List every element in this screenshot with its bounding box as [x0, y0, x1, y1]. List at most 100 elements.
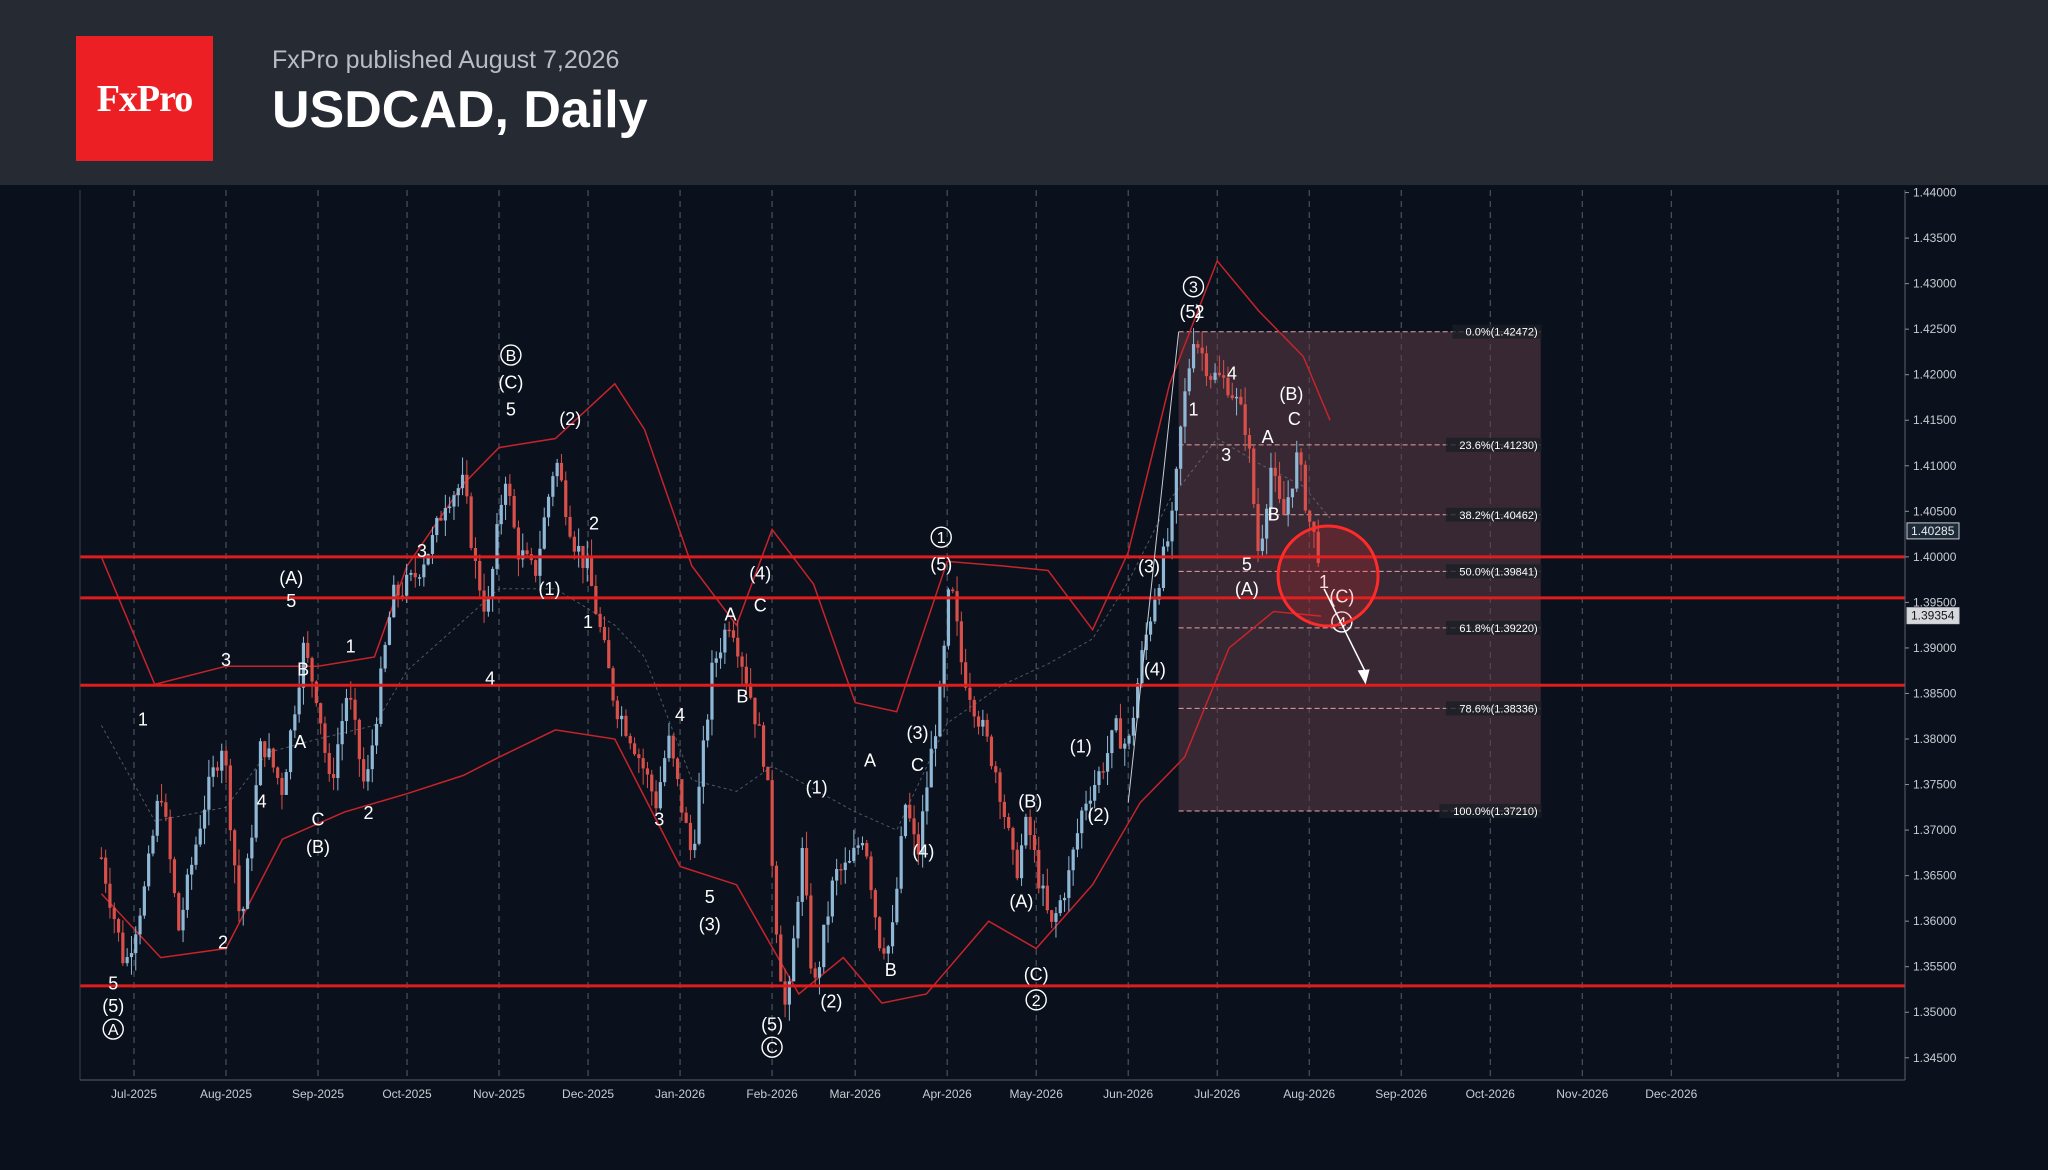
- wave-label: C: [766, 1040, 778, 1057]
- candle-body: [585, 556, 589, 569]
- candle-body: [946, 589, 951, 646]
- y-tick-label: 1.43500: [1913, 231, 1957, 245]
- wave-label: C: [911, 755, 924, 775]
- y-tick-label: 1.36000: [1913, 914, 1957, 928]
- candle-body: [899, 836, 903, 889]
- candle-body: [667, 735, 671, 759]
- candle-body: [1252, 448, 1256, 504]
- candle-body: [1170, 510, 1174, 542]
- wave-label: C: [754, 596, 767, 616]
- x-tick-label: Jun-2026: [1103, 1087, 1153, 1101]
- wave-label: 3: [654, 810, 664, 830]
- candle-body: [534, 560, 538, 576]
- candle-body: [439, 518, 443, 521]
- candle-body: [852, 847, 856, 861]
- x-tick-label: Apr-2026: [922, 1087, 972, 1101]
- fib-label-bg: [1445, 701, 1542, 716]
- y-tick-label: 1.41500: [1913, 413, 1957, 427]
- candle-body: [280, 777, 284, 795]
- candle-body: [1123, 743, 1127, 749]
- wave-label: 1: [937, 530, 946, 547]
- fib-label-bg: [1452, 324, 1542, 339]
- candle-body: [1067, 870, 1071, 898]
- candle-body: [637, 754, 641, 759]
- candle-body: [804, 848, 809, 896]
- candle-body: [1140, 650, 1144, 684]
- candle-body: [1286, 497, 1290, 515]
- candle-body: [1131, 717, 1135, 736]
- candle-body: [886, 946, 890, 954]
- fibonacci-retracement: 0.0%(1.42472) 23.6%(1.41230) 38.2%(1.40462…: [1178, 324, 1542, 818]
- wave-label: 5: [1242, 555, 1252, 575]
- wave-label: (A): [279, 568, 303, 588]
- candle-body: [99, 857, 103, 859]
- wave-label: 3: [1189, 280, 1198, 297]
- candle-body: [357, 719, 361, 760]
- wave-label: (2): [1088, 805, 1110, 825]
- candle-body: [985, 719, 989, 737]
- candle-body: [1174, 468, 1178, 511]
- y-tick-label: 1.42000: [1913, 368, 1957, 382]
- candle-body: [697, 786, 701, 844]
- wave-label: 4: [485, 668, 495, 688]
- y-tick-label: 1.37500: [1913, 778, 1957, 792]
- candle-body: [323, 723, 327, 753]
- candle-body: [843, 862, 847, 871]
- candle-body: [1299, 452, 1303, 465]
- candle-body: [267, 748, 271, 758]
- candle-body: [486, 598, 490, 612]
- candle-body: [701, 740, 705, 787]
- candle-body: [336, 744, 340, 779]
- wave-label: C: [312, 810, 325, 830]
- wave-label: 5: [705, 887, 715, 907]
- candle-body: [190, 864, 194, 875]
- candle-body: [538, 548, 542, 576]
- wave-label: (3): [906, 723, 928, 743]
- candle-body: [263, 741, 267, 758]
- wave-label: B: [506, 348, 517, 365]
- candle-body: [271, 748, 275, 768]
- wave-label: (5): [930, 555, 952, 575]
- candle-body: [847, 860, 852, 863]
- candle-body: [430, 535, 435, 554]
- candle-body: [1295, 452, 1299, 489]
- wave-label: 2: [1032, 993, 1041, 1010]
- fib-label-bg: [1439, 803, 1542, 818]
- candle-body: [104, 857, 108, 884]
- candle-body: [796, 901, 800, 939]
- x-tick-label: Dec-2025: [562, 1087, 614, 1101]
- wave-label: 1: [346, 636, 356, 656]
- wave-label: (C): [1329, 586, 1354, 606]
- candle-body: [1097, 771, 1101, 786]
- candle-body: [1050, 910, 1054, 922]
- candle-body: [1084, 803, 1088, 811]
- candle-body: [1054, 913, 1058, 922]
- candle-body: [1234, 396, 1239, 399]
- candle-body: [288, 730, 293, 773]
- candle-body: [1062, 897, 1067, 901]
- candle-body: [761, 725, 766, 767]
- wave-label: (4): [1144, 659, 1166, 679]
- candle-body: [1148, 621, 1153, 635]
- candle-body: [159, 800, 164, 803]
- candle-body: [1071, 849, 1075, 871]
- candle-body: [994, 766, 998, 773]
- fxpro-logo: FxPro: [76, 36, 213, 161]
- wave-label: 1: [1188, 400, 1198, 420]
- candle-body: [542, 517, 546, 549]
- candle-body: [1144, 634, 1148, 651]
- wave-label-circle: [930, 526, 952, 548]
- candle-body: [1209, 376, 1213, 380]
- candle-body: [688, 822, 693, 851]
- wave-label: 3: [417, 541, 427, 561]
- wave-label: A: [725, 605, 737, 625]
- candle-body: [331, 774, 336, 779]
- candle-body: [1127, 735, 1131, 744]
- candle-body: [1041, 885, 1045, 889]
- candle-body: [1080, 810, 1084, 834]
- candle-body: [572, 536, 576, 552]
- candle-body: [602, 626, 607, 641]
- candle-body: [1093, 785, 1097, 801]
- projection-arrow-head: [1357, 669, 1370, 685]
- candle-body: [177, 893, 181, 931]
